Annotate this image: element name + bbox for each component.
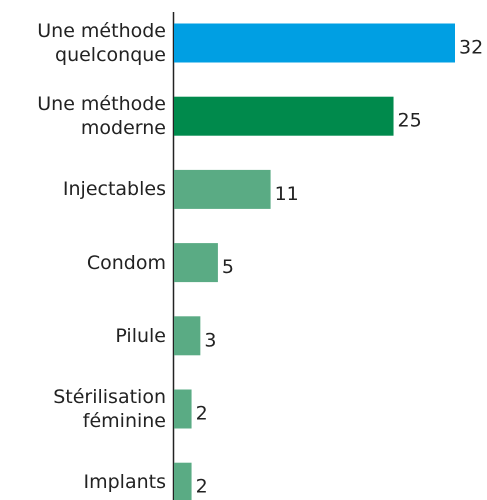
bar (174, 169, 271, 209)
bar (174, 23, 455, 63)
value-label: 5 (222, 256, 234, 278)
value-label: 2 (196, 403, 208, 425)
value-label: 11 (275, 183, 299, 205)
value-label: 3 (204, 329, 216, 351)
bar (174, 96, 394, 136)
category-label: Condom (86, 251, 166, 274)
category-label: Stérilisation féminine (53, 386, 166, 432)
bar (174, 316, 201, 356)
bar (174, 389, 192, 429)
category-label: Implants (83, 471, 167, 494)
category-label: Injectables (62, 178, 166, 201)
value-label: 32 (459, 37, 483, 59)
value-label: 2 (196, 476, 208, 498)
category-label: Une méthode quelconque (37, 20, 166, 66)
bar (174, 243, 218, 283)
value-label: 25 (398, 110, 422, 132)
bar (174, 462, 192, 500)
category-label: Une méthode moderne (37, 93, 166, 140)
category-label: Pilule (115, 324, 166, 347)
